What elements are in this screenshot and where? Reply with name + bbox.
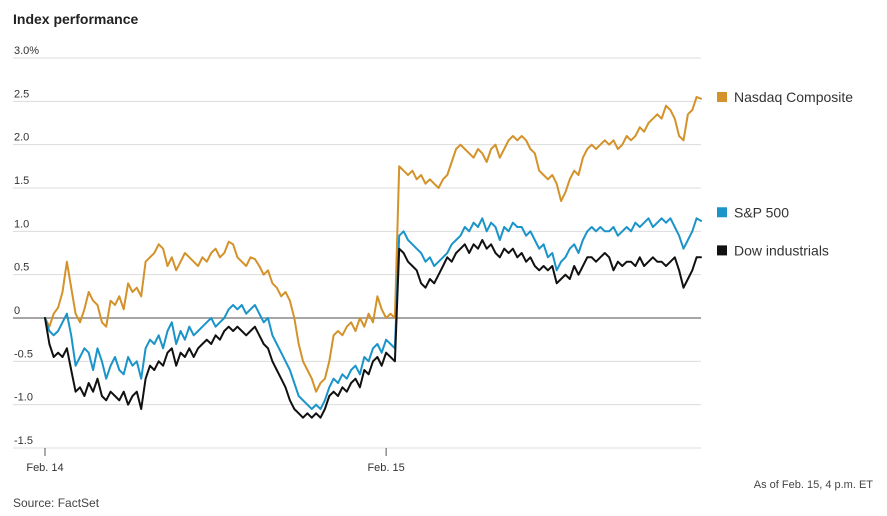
legend-label-nasdaq-composite: Nasdaq Composite bbox=[734, 89, 853, 105]
y-tick-label: -0.5 bbox=[14, 348, 33, 360]
legend-label-s-p-500: S&P 500 bbox=[734, 204, 789, 220]
x-axis-ticks: Feb. 14 Feb. 15 bbox=[26, 448, 405, 474]
legend-label-dow-industrials: Dow industrials bbox=[734, 242, 829, 258]
legend-swatch-s-p-500 bbox=[717, 207, 727, 218]
y-tick-label: 0 bbox=[14, 305, 20, 317]
y-tick-label: 2.0 bbox=[14, 132, 29, 144]
x-tick-label: Feb. 15 bbox=[367, 462, 404, 474]
legend-swatch-nasdaq-composite bbox=[717, 92, 727, 102]
y-tick-label: 0.5 bbox=[14, 262, 29, 274]
series-line-dow-industrials bbox=[44, 239, 702, 419]
series-lines bbox=[44, 96, 702, 419]
grid-lines bbox=[13, 57, 701, 449]
y-tick-label: 3.0% bbox=[14, 45, 39, 57]
series-line-s-p-500 bbox=[44, 217, 702, 410]
y-tick-label: -1.5 bbox=[14, 435, 33, 447]
y-tick-label: 1.5 bbox=[14, 175, 29, 187]
series-line-nasdaq-composite bbox=[44, 96, 702, 393]
y-tick-label: -1.0 bbox=[14, 392, 33, 404]
y-tick-label: 2.5 bbox=[14, 88, 29, 100]
timestamp-note: As of Feb. 15, 4 p.m. ET bbox=[753, 479, 873, 491]
x-tick-label: Feb. 14 bbox=[26, 462, 63, 474]
source-note: Source: FactSet bbox=[13, 496, 100, 510]
chart-title: Index performance bbox=[13, 11, 139, 27]
y-axis-ticks: 3.0% 2.5 2.0 1.5 1.0 0.5 0 -0.5 -1.0 -1.5 bbox=[14, 45, 39, 447]
legend: Nasdaq Composite S&P 500 Dow industrials bbox=[717, 89, 853, 258]
legend-swatch-dow-industrials bbox=[717, 245, 727, 256]
y-tick-label: 1.0 bbox=[14, 218, 29, 230]
